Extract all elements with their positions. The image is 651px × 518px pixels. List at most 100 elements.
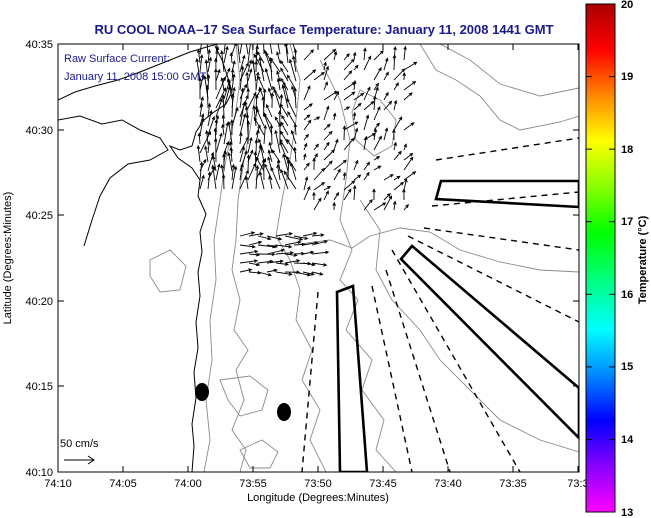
current-vector — [253, 116, 265, 136]
current-vector — [258, 171, 265, 190]
current-vector — [239, 231, 256, 237]
current-vector — [221, 114, 226, 127]
current-vector — [275, 262, 290, 266]
current-vector — [393, 68, 406, 81]
current-vector — [256, 108, 265, 127]
scale-arrow — [64, 455, 95, 465]
current-vector — [393, 150, 402, 161]
current-vector — [247, 136, 253, 154]
current-vector — [291, 55, 297, 73]
current-vector — [257, 235, 272, 241]
current-vector — [245, 44, 249, 55]
y-tick-label: 40:15 — [25, 381, 53, 393]
colorbar-label: Temperature (°C) — [637, 215, 649, 304]
current-vector — [267, 87, 273, 100]
current-vector — [353, 174, 362, 181]
current-vector — [303, 133, 309, 141]
current-vector — [199, 44, 202, 55]
current-vector — [393, 141, 397, 151]
current-vector — [273, 88, 281, 109]
current-vector — [197, 132, 202, 145]
x-tick-label: 74:05 — [109, 478, 137, 490]
current-vector — [282, 153, 289, 172]
current-vector — [266, 244, 279, 249]
current-vector — [323, 141, 330, 151]
current-vector — [302, 271, 315, 276]
x-tick-label: 74:00 — [174, 478, 202, 490]
current-vector — [199, 161, 204, 181]
current-vector — [363, 171, 370, 181]
current-vector — [289, 162, 297, 181]
current-vector — [272, 85, 281, 100]
current-vector — [245, 71, 249, 91]
boundary-polygons — [335, 179, 579, 472]
current-vector — [284, 259, 301, 264]
current-vector — [248, 232, 264, 237]
current-vector — [353, 64, 359, 71]
current-vector — [353, 102, 362, 111]
colorbar-tick-label: 14 — [621, 434, 634, 446]
current-vector — [293, 123, 298, 136]
current-vector — [275, 232, 293, 237]
current-vector — [323, 105, 330, 121]
x-axis-label: Longitude (Degrees:Minutes) — [247, 492, 389, 504]
current-vector — [403, 178, 408, 191]
current-vector — [343, 188, 352, 201]
current-vector — [323, 65, 330, 81]
current-vector — [373, 122, 380, 131]
current-vector — [303, 162, 310, 171]
current-vector — [373, 106, 381, 121]
colorbar: 20 19 18 17 16 15 14 13 Temperature (°C) — [585, 0, 649, 518]
current-vector — [383, 71, 389, 81]
current-vector — [313, 167, 326, 181]
x-tick-label: 73:3 — [567, 478, 588, 490]
marker-dot-west — [195, 383, 209, 401]
current-vector — [311, 271, 324, 276]
x-tick-label: 73:45 — [369, 478, 397, 490]
current-vector — [257, 252, 276, 257]
marker-dot-east — [277, 403, 291, 421]
current-vector — [311, 250, 330, 255]
current-vector — [239, 54, 246, 73]
current-vector — [284, 240, 302, 246]
current-vector — [353, 127, 359, 141]
current-vector — [284, 44, 289, 64]
current-vector — [373, 50, 384, 61]
current-vector — [275, 271, 293, 276]
current-vector — [403, 204, 409, 211]
current-vector — [199, 73, 205, 91]
current-vector — [275, 251, 295, 255]
current-vector — [222, 153, 226, 172]
colorbar-tick-label: 17 — [621, 216, 633, 228]
current-vector — [207, 102, 212, 118]
current-vector — [230, 92, 235, 118]
current-vector — [373, 67, 382, 81]
current-vector — [363, 161, 370, 171]
current-vector — [363, 47, 367, 61]
current-vector — [244, 175, 249, 190]
current-vector — [403, 152, 414, 161]
current-vector — [283, 170, 297, 190]
current-vector — [239, 150, 248, 172]
current-vector — [383, 195, 393, 211]
current-vector — [207, 115, 216, 136]
current-vector — [279, 138, 289, 154]
current-vector — [281, 84, 289, 109]
current-vector — [343, 106, 351, 111]
y-tick-label: 40:30 — [25, 125, 53, 137]
current-vector — [383, 100, 393, 111]
current-vector — [258, 56, 265, 82]
current-vector — [223, 140, 230, 154]
current-vector — [312, 157, 316, 171]
current-vector — [373, 165, 382, 171]
current-vector — [276, 163, 281, 181]
current-vector — [195, 57, 201, 82]
current-vector — [239, 131, 243, 145]
current-vector — [239, 259, 259, 264]
current-vector — [276, 77, 281, 91]
current-vector — [247, 44, 251, 64]
current-vector — [229, 51, 234, 64]
colorbar-gradient — [585, 3, 616, 513]
current-vector — [392, 54, 397, 71]
current-vector — [254, 60, 259, 73]
